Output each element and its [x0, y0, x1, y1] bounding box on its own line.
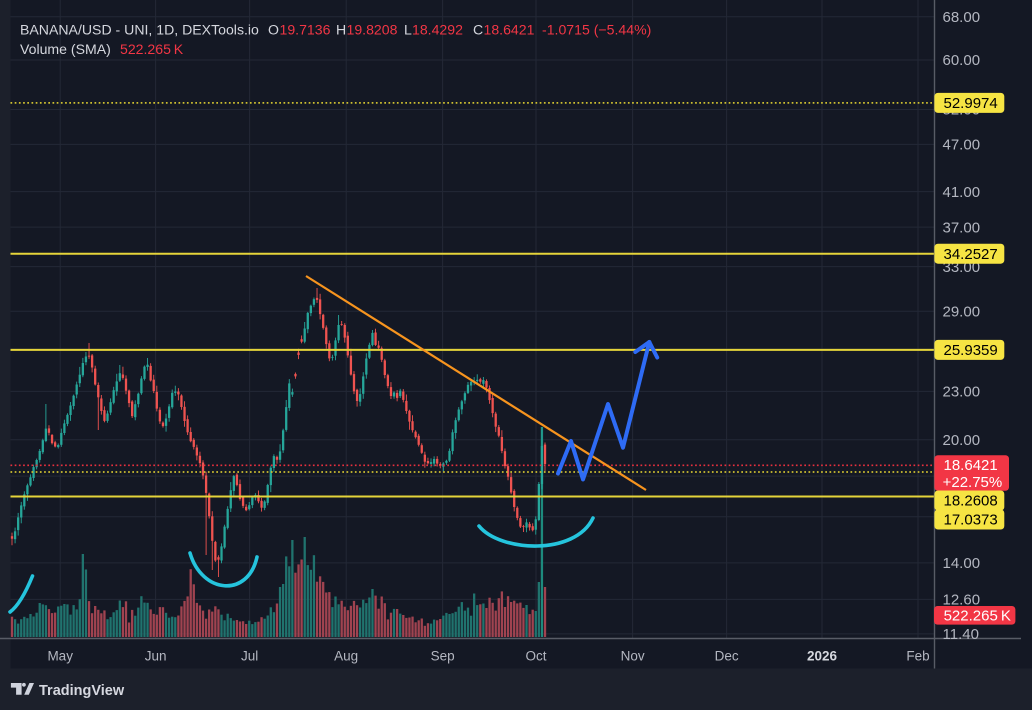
- svg-text:2026: 2026: [807, 649, 838, 664]
- svg-text:17.0373: 17.0373: [944, 512, 998, 529]
- svg-text:18.4292: 18.4292: [412, 22, 463, 38]
- svg-text:18.6421: 18.6421: [944, 457, 998, 474]
- svg-text:522.265 K: 522.265 K: [120, 41, 184, 57]
- svg-text:47.00: 47.00: [943, 137, 981, 154]
- svg-text:29.00: 29.00: [943, 304, 981, 321]
- svg-text:-1.0715 (−5.44%): -1.0715 (−5.44%): [542, 22, 651, 38]
- svg-text:18.2608: 18.2608: [944, 493, 998, 510]
- svg-text:14.00: 14.00: [943, 555, 981, 572]
- svg-text:41.00: 41.00: [943, 184, 981, 201]
- svg-text:BANANA/USD - UNI, 1D, DEXTools: BANANA/USD - UNI, 1D, DEXTools.io: [20, 22, 259, 38]
- svg-text:522.265 K: 522.265 K: [944, 608, 1011, 625]
- svg-text:Sep: Sep: [431, 649, 455, 664]
- svg-text:O: O: [268, 22, 279, 38]
- svg-text:C: C: [473, 22, 483, 38]
- svg-text:Jun: Jun: [145, 649, 167, 664]
- svg-text:37.00: 37.00: [943, 219, 981, 236]
- svg-text:Dec: Dec: [715, 649, 739, 664]
- svg-text:18.6421: 18.6421: [484, 22, 535, 38]
- svg-text:19.7136: 19.7136: [280, 22, 331, 38]
- svg-text:L: L: [404, 22, 412, 38]
- svg-text:11.40: 11.40: [943, 626, 979, 643]
- svg-text:+22.75%: +22.75%: [943, 474, 1003, 491]
- svg-text:Oct: Oct: [525, 649, 546, 664]
- svg-text:H: H: [336, 22, 346, 38]
- svg-text:12.60: 12.60: [943, 592, 981, 609]
- svg-text:60.00: 60.00: [943, 52, 981, 69]
- svg-text:TradingView: TradingView: [39, 683, 125, 699]
- svg-text:19.8208: 19.8208: [347, 22, 398, 38]
- svg-text:Aug: Aug: [334, 649, 358, 664]
- svg-text:Nov: Nov: [621, 649, 645, 664]
- svg-text:Jul: Jul: [241, 649, 258, 664]
- svg-text:34.2527: 34.2527: [944, 246, 998, 263]
- svg-text:Volume (SMA): Volume (SMA): [20, 41, 111, 57]
- svg-text:May: May: [47, 649, 73, 664]
- svg-text:25.9359: 25.9359: [944, 342, 998, 359]
- svg-text:Feb: Feb: [906, 649, 929, 664]
- svg-text:68.00: 68.00: [943, 9, 981, 26]
- svg-text:52.9974: 52.9974: [944, 95, 998, 112]
- svg-text:20.00: 20.00: [943, 432, 981, 449]
- svg-text:23.00: 23.00: [943, 384, 981, 401]
